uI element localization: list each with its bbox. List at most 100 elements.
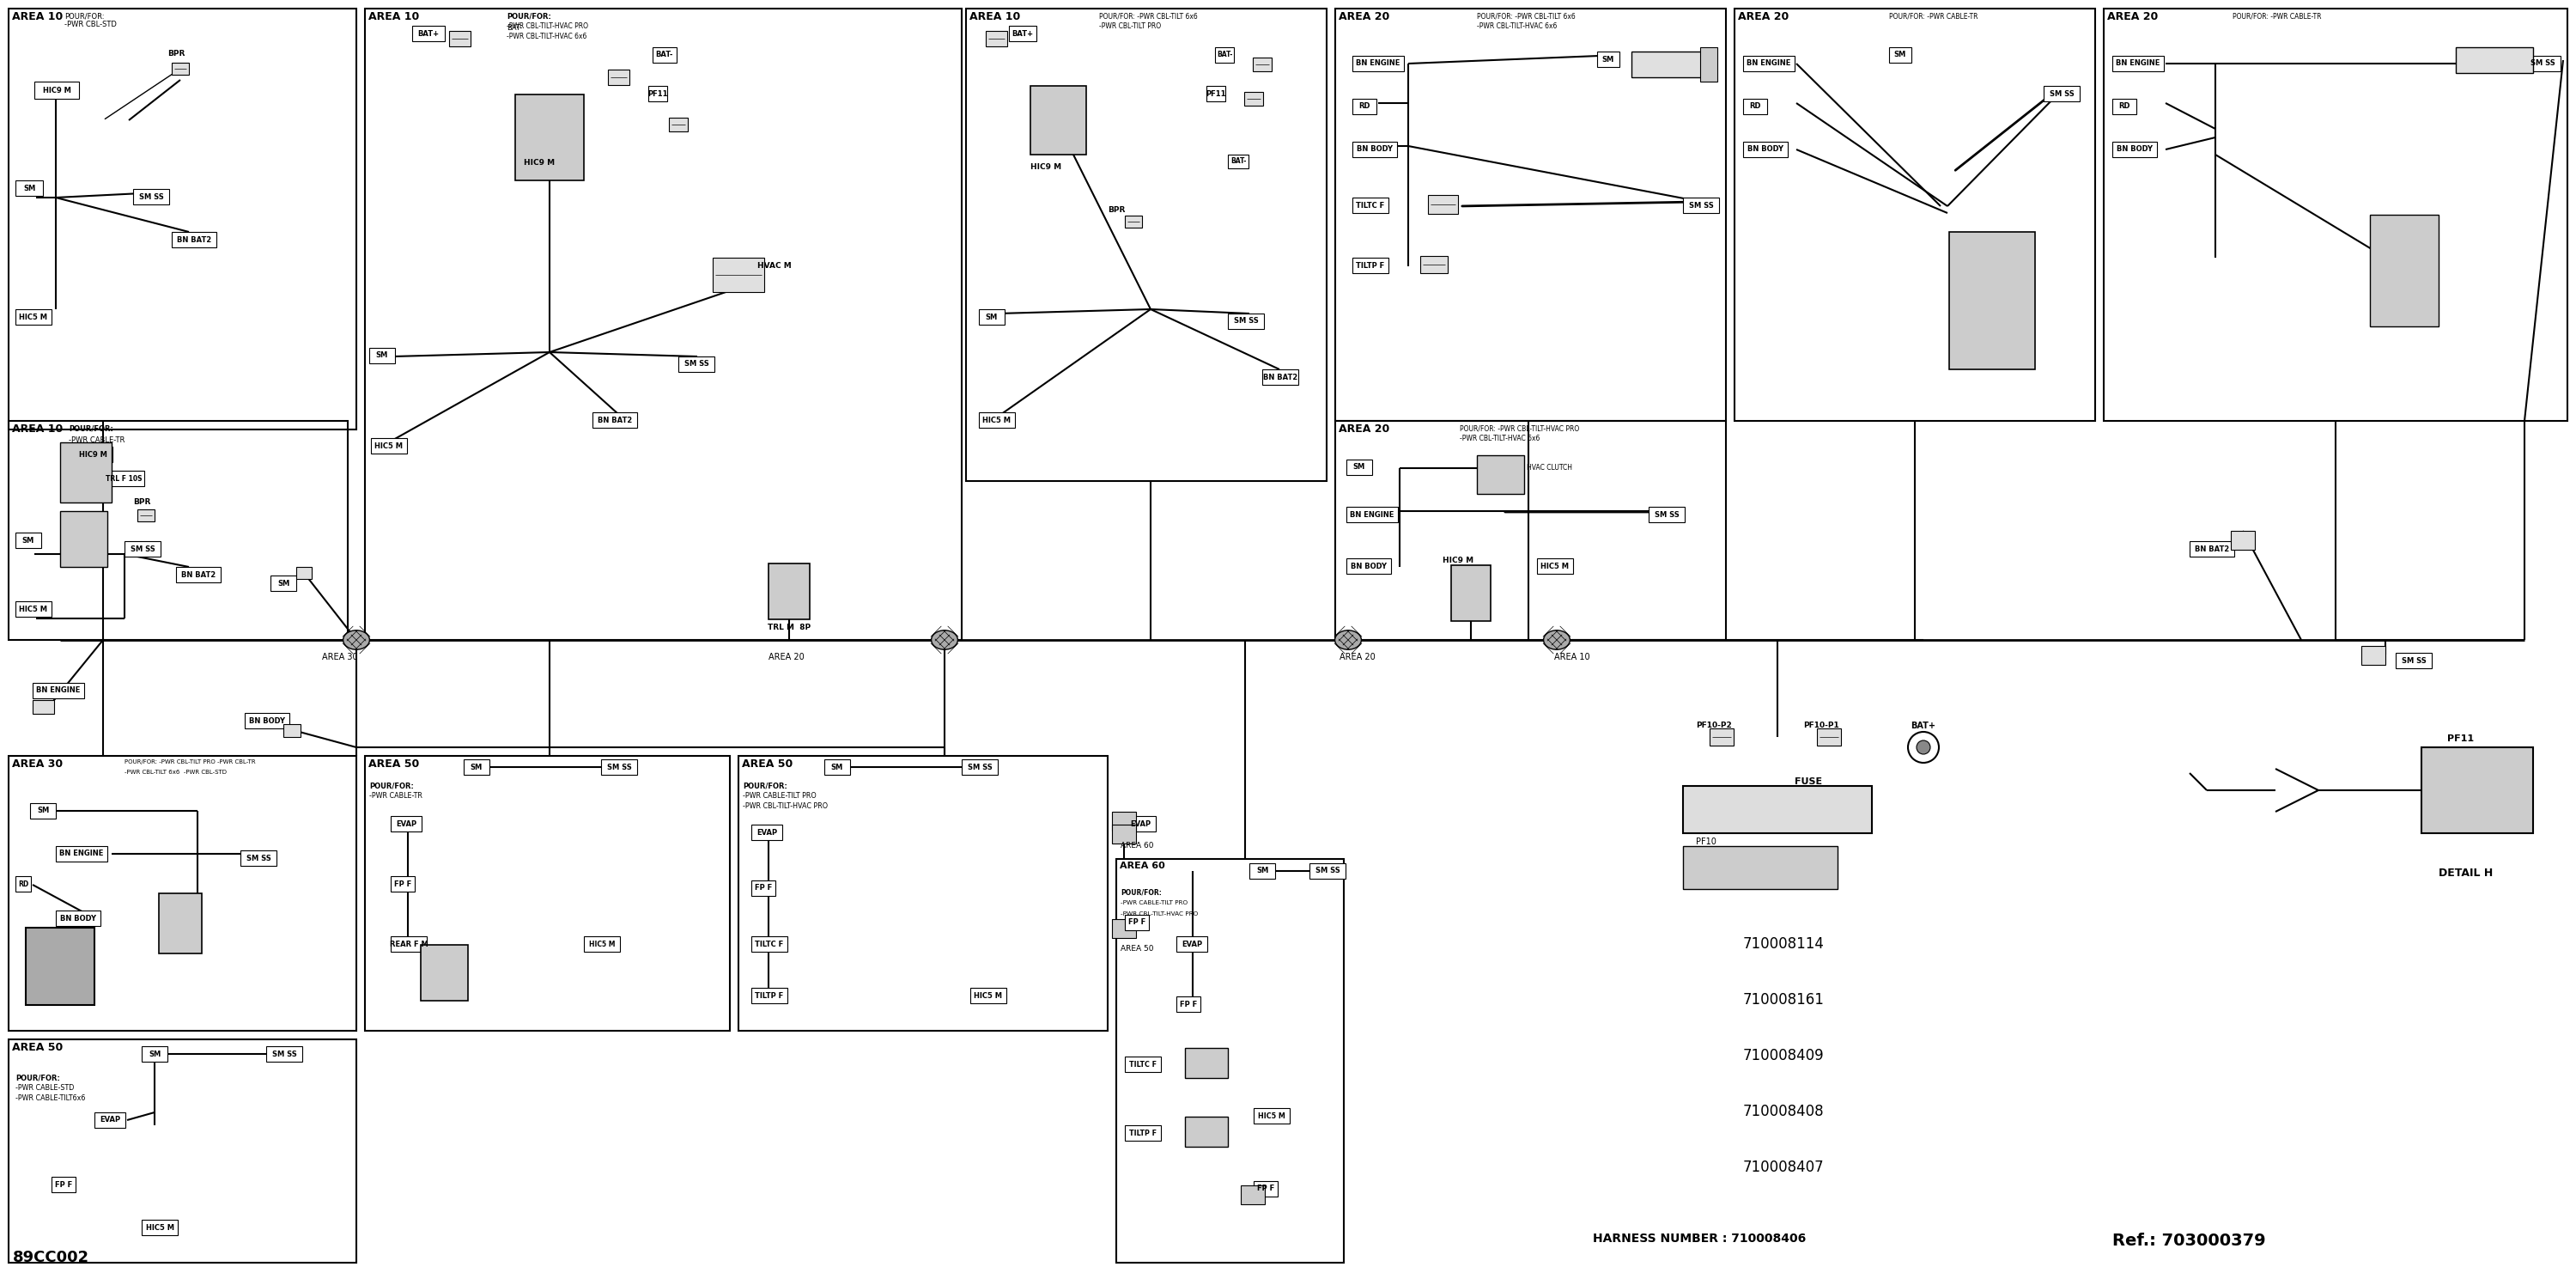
Text: EVAP: EVAP [100, 1116, 121, 1124]
Bar [392, 816, 422, 831]
Bar [1185, 1116, 1229, 1147]
Text: SM SS: SM SS [273, 1050, 296, 1058]
Bar [1347, 559, 1391, 574]
Bar [1649, 507, 1685, 522]
Text: BN BODY: BN BODY [1747, 145, 1783, 153]
Text: SM: SM [1893, 51, 1906, 59]
Text: AREA 30: AREA 30 [322, 653, 358, 662]
Bar [1347, 460, 1373, 475]
Text: BN BODY: BN BODY [1350, 563, 1386, 570]
Text: TILTC F: TILTC F [755, 941, 783, 948]
Bar [2362, 645, 2385, 665]
Text: FP F: FP F [54, 1180, 72, 1189]
Text: AREA 30: AREA 30 [13, 759, 62, 770]
Bar [1252, 57, 1273, 71]
Text: SM: SM [987, 313, 997, 321]
Bar [103, 471, 144, 486]
Bar [1744, 99, 1767, 115]
Bar [1888, 47, 1911, 62]
Bar [714, 257, 765, 292]
Text: SM SS: SM SS [1654, 510, 1680, 518]
Circle shape [1909, 732, 1940, 763]
Text: POUR/FOR: -PWR CABLE-TR: POUR/FOR: -PWR CABLE-TR [1888, 11, 1978, 20]
Bar [371, 438, 407, 453]
Text: TRL M  8P: TRL M 8P [768, 624, 811, 631]
Text: AREA 20: AREA 20 [2107, 11, 2159, 23]
Text: AREA 50: AREA 50 [742, 759, 793, 770]
Text: SM: SM [278, 579, 289, 587]
Text: EVAP: EVAP [397, 820, 417, 827]
Bar [283, 724, 301, 737]
Text: SM SS: SM SS [131, 545, 155, 552]
Bar [2231, 531, 2254, 550]
Bar [1177, 936, 1208, 952]
Text: SM SS: SM SS [969, 764, 992, 771]
Text: -PWR CBL-TILT-HVAC PRO: -PWR CBL-TILT-HVAC PRO [742, 802, 827, 810]
Text: SM SS: SM SS [1316, 867, 1340, 875]
Text: -PWR CBL-TILT-HVAC PRO: -PWR CBL-TILT-HVAC PRO [1121, 911, 1198, 917]
Bar [1115, 859, 1345, 1263]
Text: BPR: BPR [134, 498, 149, 505]
Bar [464, 759, 489, 775]
Bar [1682, 197, 1718, 213]
Bar [366, 9, 961, 640]
Text: SM: SM [1257, 867, 1267, 875]
Text: HIC5 M: HIC5 M [1257, 1111, 1285, 1120]
Text: HIC9 M: HIC9 M [1443, 556, 1473, 564]
Text: POUR/FOR: -PWR CBL-TILT-HVAC PRO: POUR/FOR: -PWR CBL-TILT-HVAC PRO [1461, 424, 1579, 432]
Bar [1126, 1125, 1162, 1141]
Text: -PWR CBL-TILT 6x6  -PWR CBL-STD: -PWR CBL-TILT 6x6 -PWR CBL-STD [124, 770, 227, 775]
Text: HIC9 M: HIC9 M [523, 159, 554, 167]
Text: -PWR CBL-TILT-HVAC PRO: -PWR CBL-TILT-HVAC PRO [507, 23, 587, 31]
Text: BN ENGINE: BN ENGINE [2115, 60, 2161, 67]
Text: HIC9 M: HIC9 M [80, 451, 106, 458]
Text: HIC5 M: HIC5 M [984, 416, 1010, 424]
Bar [1682, 785, 1873, 834]
Text: 710008409: 710008409 [1744, 1048, 1824, 1063]
Bar [1352, 197, 1388, 213]
Bar [1744, 141, 1788, 157]
Bar [1682, 847, 1837, 889]
Text: SM SS: SM SS [1690, 201, 1713, 209]
Bar [966, 9, 1327, 481]
Text: POUR/FOR: -PWR CBL-TILT PRO -PWR CBL-TR: POUR/FOR: -PWR CBL-TILT PRO -PWR CBL-TR [124, 759, 255, 765]
Bar [57, 910, 100, 925]
Text: HVAC CLUTCH: HVAC CLUTCH [1528, 463, 1571, 471]
Text: -PWR CABLE-TILT PRO: -PWR CABLE-TILT PRO [1121, 900, 1188, 905]
Bar [739, 756, 1108, 1031]
Bar [1450, 565, 1492, 621]
Text: BAT+: BAT+ [417, 29, 440, 37]
Text: BAT-: BAT- [1216, 51, 1231, 59]
Bar [1113, 825, 1136, 844]
Bar [420, 945, 469, 1001]
Text: 710008114: 710008114 [1744, 936, 1824, 952]
Ellipse shape [933, 630, 958, 649]
Text: SM SS: SM SS [139, 192, 162, 201]
Text: POUR/FOR:: POUR/FOR: [70, 425, 113, 433]
Bar [752, 936, 788, 952]
Bar [8, 756, 355, 1031]
Text: SM: SM [832, 764, 842, 771]
Text: BN ENGINE: BN ENGINE [59, 850, 103, 858]
Bar [1216, 47, 1234, 62]
Text: RD: RD [2117, 103, 2130, 111]
Bar [2043, 85, 2079, 102]
Text: AREA 10: AREA 10 [13, 424, 62, 434]
Text: SM: SM [23, 185, 36, 192]
Bar [1249, 863, 1275, 878]
Bar [240, 850, 276, 866]
Bar [1816, 728, 1842, 746]
Text: -PWR CBL-TILT-HVAC 6x6: -PWR CBL-TILT-HVAC 6x6 [1476, 23, 1556, 31]
Text: POUR/FOR:: POUR/FOR: [15, 1073, 59, 1082]
Text: SM SS: SM SS [2401, 657, 2427, 665]
Bar [2112, 56, 2164, 71]
Bar [768, 564, 809, 620]
Text: RD: RD [1749, 103, 1762, 111]
Text: AREA 50: AREA 50 [368, 759, 420, 770]
Text: -PWR CABLE-TR: -PWR CABLE-TR [70, 437, 124, 444]
Bar [15, 532, 41, 547]
Text: TILTP F: TILTP F [1355, 261, 1386, 270]
Text: HIC5 M: HIC5 M [144, 1223, 175, 1231]
Bar [8, 1039, 355, 1263]
Bar [2112, 99, 2136, 115]
